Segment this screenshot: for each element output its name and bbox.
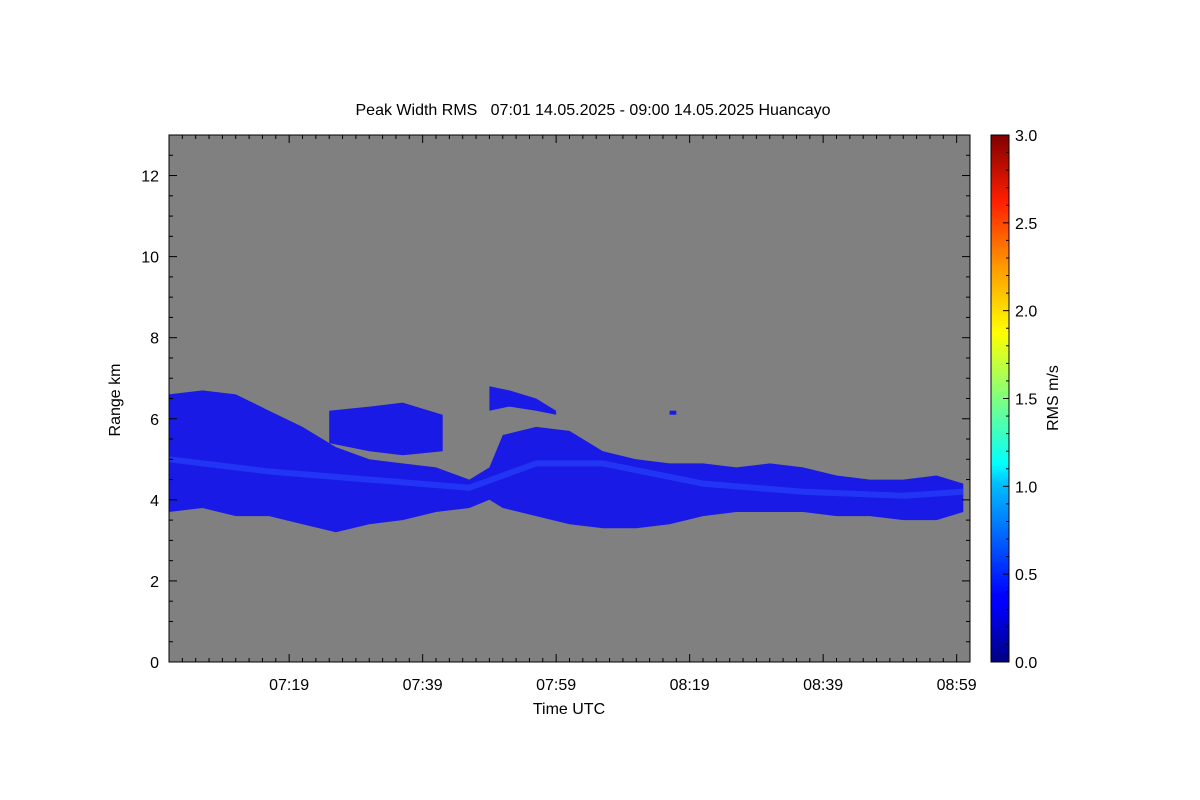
y-axis-label: Range km [107, 364, 124, 437]
x-tick-label: 08:39 [803, 677, 843, 694]
y-tick-label: 4 [150, 493, 159, 510]
y-tick-label: 8 [150, 331, 159, 348]
x-tick-label: 07:59 [536, 677, 576, 694]
upper-cloud-patch [669, 410, 677, 415]
y-tick-label: 12 [141, 169, 159, 186]
colorbar-tick-label: 1.5 [1015, 392, 1037, 409]
colorbar-tick-label: 0.5 [1015, 567, 1037, 584]
enhanced-rms-band [168, 456, 964, 499]
x-tick-label: 08:59 [937, 677, 977, 694]
colorbar-label: RMS m/s [1045, 365, 1062, 431]
plot-background [169, 135, 970, 662]
x-axis-label: Time UTC [533, 701, 605, 718]
cloud-layers [168, 386, 964, 533]
chart-title: Peak Width RMS 07:01 14.05.2025 - 09:00 … [356, 102, 831, 119]
y-tick-label: 2 [150, 574, 159, 591]
colorbar-tick-label: 2.5 [1015, 216, 1037, 233]
upper-cloud-patch [329, 402, 443, 456]
upper-cloud-patch [489, 386, 557, 415]
x-tick-label: 07:39 [403, 677, 443, 694]
x-tick-label: 07:19 [269, 677, 309, 694]
colorbar-tick-label: 2.0 [1015, 304, 1037, 321]
y-tick-label: 10 [141, 250, 159, 267]
y-tick-label: 6 [150, 412, 159, 429]
colorbar-tick-label: 0.0 [1015, 655, 1037, 672]
colorbar-axis: 0.0 0.5 1.0 1.5 2.0 2.5 3.0 [1003, 128, 1037, 672]
y-tick-label: 0 [150, 655, 159, 672]
x-axis: 07:19 07:39 07:59 08:19 08:39 08:59 [168, 135, 977, 694]
x-tick-label: 08:19 [670, 677, 710, 694]
y-axis: 0 2 4 6 8 10 12 [141, 134, 970, 672]
colorbar-tick-label: 1.0 [1015, 479, 1037, 496]
colorbar-tick-label: 3.0 [1015, 128, 1037, 145]
